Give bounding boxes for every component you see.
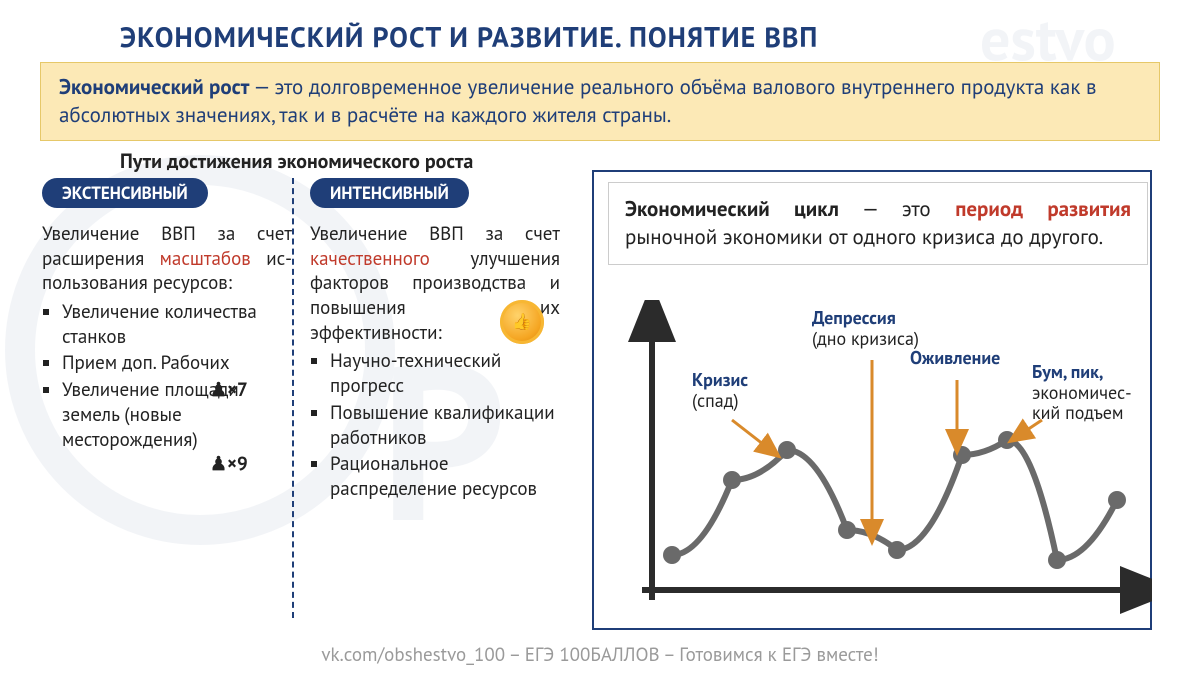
- column-divider: [292, 178, 294, 618]
- label-crisis: Кризис (спад): [692, 370, 748, 411]
- workers-icon-9: ♟×9: [210, 452, 248, 476]
- ext-bullet: Прием доп. Рабочих: [62, 351, 292, 376]
- label-depression-sub: (дно кризиса): [812, 327, 919, 350]
- int-bullet: Рациональное распределение ресурсов: [330, 452, 560, 501]
- definition-lead: Экономический рост: [59, 73, 249, 100]
- pill-extensive: ЭКСТЕНСИВНЫЙ: [42, 178, 208, 208]
- label-crisis-title: Кризис: [692, 368, 748, 391]
- label-boom-sub: экономичес­кий подъем: [1032, 381, 1132, 425]
- cycle-definition-box: Экономический цикл — это период развития…: [608, 182, 1148, 265]
- label-depression: Депрессия (дно кризиса): [812, 308, 919, 349]
- cycle-chart: Кризис (спад) Депрессия (дно кризиса) Ож…: [612, 300, 1152, 620]
- extensive-column: Увеличение ВВП за счет расширения масшта…: [42, 222, 292, 454]
- label-recovery: Оживление: [910, 348, 1000, 369]
- ext-bullet: Увеличение площади земель (новые месторо…: [62, 378, 292, 452]
- cycle-lead: Экономический цикл: [625, 195, 839, 222]
- subheading: Пути достижения экономического роста: [120, 148, 473, 174]
- cycle-mid2: рыночной экономики от одного кризиса до …: [625, 223, 1103, 250]
- cycle-hl: период развития: [955, 195, 1131, 222]
- medal-icon: 👍: [500, 300, 544, 344]
- int-lead-pre: Увеличение ВВП за счет: [310, 222, 560, 246]
- label-depression-title: Депрессия: [812, 306, 896, 329]
- page-title: ЭКОНОМИЧЕСКИЙ РОСТ И РАЗВИТИЕ. ПОНЯТИЕ В…: [120, 18, 818, 55]
- ext-bullet: Увеличение количества станков: [62, 300, 292, 349]
- label-boom-title: Бум, пик,: [1032, 360, 1103, 383]
- definition-box: Экономический рост — это долговременное …: [40, 62, 1160, 141]
- int-bullet: Научно-технический прогресс: [330, 349, 560, 398]
- footer-text: vk.com/obshestvo_100 – ЕГЭ 100БАЛЛОВ – Г…: [0, 643, 1200, 667]
- int-lead-hl: качественного: [310, 247, 430, 271]
- label-crisis-sub: (спад): [692, 389, 739, 412]
- pill-intensive: ИНТЕНСИВНЫЙ: [310, 178, 469, 208]
- label-recovery-title: Оживление: [910, 346, 1000, 369]
- label-boom: Бум, пик, экономичес­кий подъем: [1032, 362, 1152, 424]
- workers-icon-7: ♟×7: [210, 378, 248, 402]
- int-bullet: Повышение квалификации работников: [330, 401, 560, 450]
- ext-lead-hl: масштабов: [160, 247, 251, 271]
- cycle-mid1: — это: [839, 195, 955, 222]
- intensive-column: Увеличение ВВП за счет качественного улу…: [310, 222, 560, 504]
